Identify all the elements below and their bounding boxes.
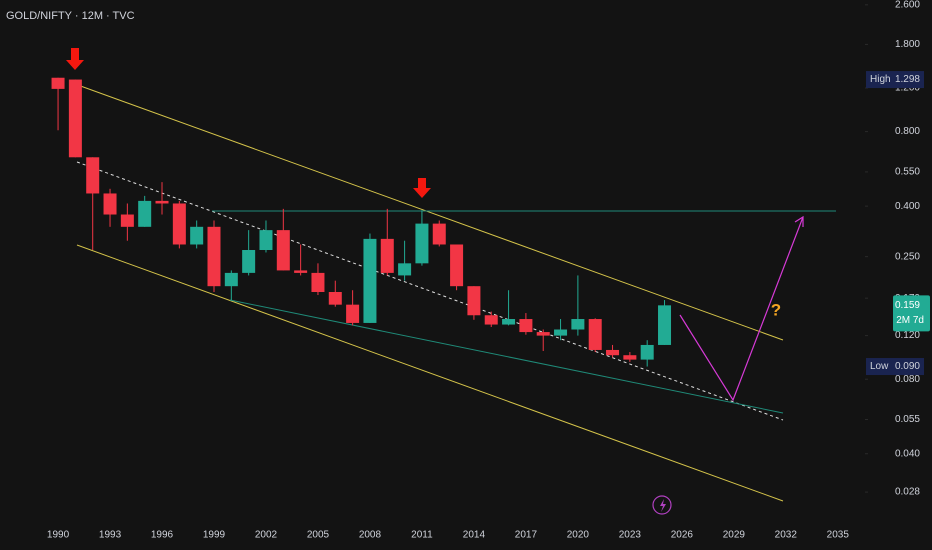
candle-body: [224, 272, 238, 287]
candle-body: [294, 270, 308, 273]
drawings: [66, 48, 836, 515]
x-tick-label: 2035: [827, 530, 850, 541]
y-tick-label: 0.040: [895, 448, 920, 459]
x-tick-label: 1999: [203, 530, 226, 541]
price-tag-value: 0.090: [895, 361, 920, 372]
x-tick-label: 2008: [359, 530, 382, 541]
candle-body: [502, 319, 516, 325]
candle-body: [68, 79, 82, 158]
candle-body: [86, 157, 100, 194]
candle-body: [588, 319, 602, 350]
event-icon[interactable]: [652, 495, 672, 515]
candle-body: [311, 272, 325, 293]
candle-body: [623, 355, 637, 360]
x-tick-label: 1996: [151, 530, 174, 541]
price-tag-name: Low: [870, 361, 889, 372]
channel-upper: [74, 83, 784, 341]
candle-body: [467, 286, 481, 316]
candle-body: [640, 344, 654, 360]
candle-body: [554, 329, 568, 336]
x-tick-label: 2005: [307, 530, 330, 541]
x-tick-label: 2017: [515, 530, 538, 541]
candle-body: [172, 203, 186, 245]
annotation: ?: [771, 300, 781, 319]
candle-body: [155, 200, 169, 204]
channel-mid: [76, 161, 784, 421]
candle-body: [519, 319, 533, 333]
candle-body: [190, 226, 204, 245]
candle-body: [398, 263, 412, 276]
y-tick-label: 2.600: [895, 0, 920, 10]
price-tag: [866, 71, 924, 89]
event-icon-bolt: [660, 499, 666, 512]
candle-body: [658, 305, 672, 345]
x-tick-label: 2011: [411, 530, 433, 541]
y-tick-label: 0.055: [895, 414, 920, 425]
x-tick-label: 2029: [723, 530, 746, 541]
y-tick-label: 0.400: [895, 201, 920, 212]
y-tick-label: 0.250: [895, 251, 920, 262]
chart-title: GOLD/NIFTY · 12M · TVC: [6, 10, 135, 22]
price-tag-name: High: [870, 74, 891, 85]
x-tick-label: 2014: [463, 530, 486, 541]
last-price-value: 0.159: [895, 300, 920, 311]
candle-body: [51, 77, 65, 89]
candle-body: [259, 230, 273, 251]
x-tick-label: 2032: [775, 530, 798, 541]
x-tick-label: 1990: [47, 530, 70, 541]
x-tick-label: 2026: [671, 530, 694, 541]
y-tick-label: 1.800: [895, 39, 920, 50]
candle-body: [450, 244, 464, 287]
candle-body: [207, 226, 221, 287]
candle-body: [484, 315, 498, 325]
projection-arrowhead: [794, 215, 804, 227]
candle-body: [120, 214, 134, 227]
candle-body: [103, 193, 117, 215]
arrow-down: [66, 48, 84, 70]
y-tick-label: 0.028: [895, 487, 920, 498]
last-price-countdown: 2M 7d: [896, 315, 924, 326]
y-tick-label: 0.550: [895, 167, 920, 178]
candle-body: [276, 230, 290, 271]
candle-body: [536, 332, 550, 336]
projection-path: [679, 216, 804, 402]
candle-body: [415, 223, 429, 264]
arrow-down: [413, 178, 431, 198]
candle-body: [138, 200, 152, 227]
candle-body: [346, 304, 360, 323]
price-tag: [866, 358, 924, 376]
last-price-tag: [893, 295, 930, 332]
candle-body: [571, 319, 585, 330]
price-tag-value: 1.298: [895, 74, 920, 85]
y-tick-label: 0.800: [895, 126, 920, 137]
y-tick-label: 0.120: [895, 330, 920, 341]
x-tick-label: 2002: [255, 530, 278, 541]
candle-body: [328, 292, 342, 305]
x-tick-label: 2020: [567, 530, 590, 541]
candle-body: [606, 349, 620, 356]
x-tick-label: 2023: [619, 530, 642, 541]
channel-lower: [76, 244, 784, 502]
support-line: [229, 299, 784, 414]
candle-body: [242, 250, 256, 273]
candle-body: [363, 238, 377, 323]
y-tick-label: 0.080: [895, 374, 920, 385]
x-tick-label: 1993: [99, 530, 122, 541]
y-tick-label: 1.200: [895, 83, 920, 94]
candle-body: [432, 223, 446, 245]
candle-body: [380, 238, 394, 273]
